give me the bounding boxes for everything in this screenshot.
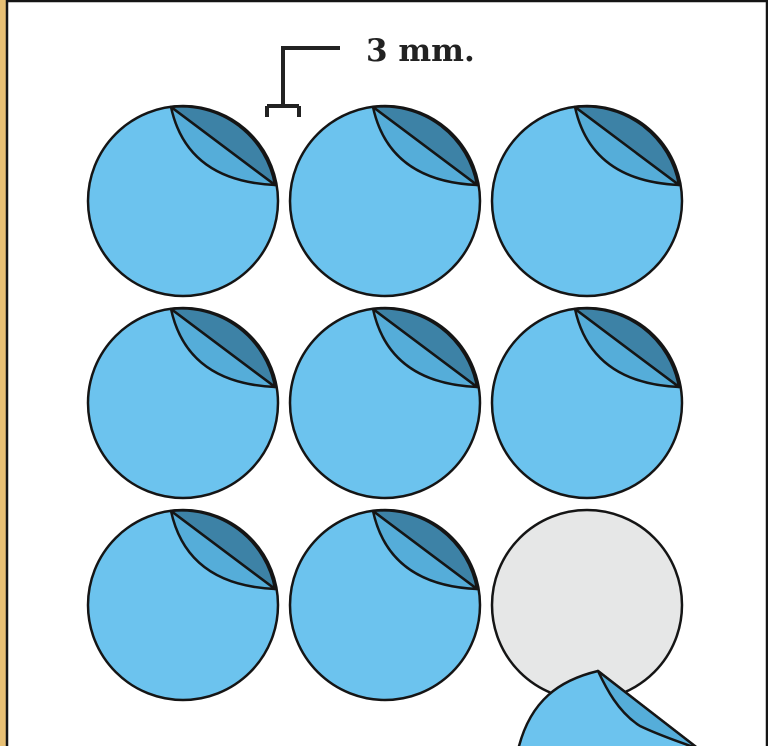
dimension-callout: 3 mm. xyxy=(265,33,475,117)
peeled-sticker xyxy=(517,669,697,746)
folded-flap xyxy=(169,105,277,187)
sticker-grid xyxy=(86,104,684,702)
empty-sticker-spot xyxy=(490,508,684,702)
sticker xyxy=(288,508,482,702)
sticker xyxy=(86,104,280,298)
sticker xyxy=(490,306,684,500)
sticker xyxy=(288,104,482,298)
peeling-sticker xyxy=(517,669,697,746)
sheet-frame xyxy=(0,0,8,746)
folded-flap xyxy=(573,307,681,389)
sticker xyxy=(490,508,684,702)
folded-flap xyxy=(371,307,479,389)
dimension-bracket xyxy=(265,46,340,117)
peeled-sticker-flap xyxy=(596,669,697,746)
sticker xyxy=(86,306,280,500)
dimension-label: 3 mm. xyxy=(366,33,475,69)
sheet-border xyxy=(5,0,768,746)
folded-flap xyxy=(169,307,277,389)
sticker xyxy=(490,104,684,298)
folded-flap xyxy=(169,509,277,591)
folded-flap xyxy=(371,509,479,591)
folded-flap xyxy=(371,105,479,187)
sticker xyxy=(86,508,280,702)
sticker xyxy=(288,306,482,500)
folded-flap xyxy=(573,105,681,187)
